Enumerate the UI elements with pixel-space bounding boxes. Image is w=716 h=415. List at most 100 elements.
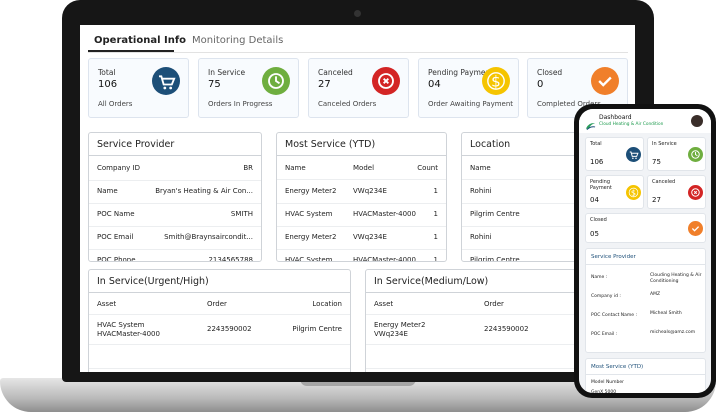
tab-underline xyxy=(88,50,174,52)
row-divider xyxy=(462,249,635,250)
status-icon xyxy=(688,221,703,236)
card-label: Pending Payment xyxy=(428,68,494,77)
status-icon xyxy=(591,67,619,95)
asset-name: HVAC System xyxy=(97,321,145,329)
asset-model: VWq234E xyxy=(374,330,408,338)
row-divider xyxy=(89,180,261,181)
icon-glyph xyxy=(691,188,700,197)
field-value: micheals@amz.com xyxy=(650,330,696,335)
row-divider xyxy=(89,344,350,345)
column-header: Asset xyxy=(97,300,117,308)
tab[interactable]: Operational Info xyxy=(94,35,187,46)
field-value: Bryan's Heating & Air Con... xyxy=(155,187,253,195)
icon-glyph xyxy=(598,76,612,87)
app-subtitle: Cloud Heating & Air Condition xyxy=(599,122,664,127)
panel: Service Provider Company ID BR Name Bryan's … xyxy=(88,132,262,262)
card-label: In Service xyxy=(652,141,677,147)
panel: Service Provider Name : Clouding Heating &… xyxy=(585,248,706,353)
status-card: Canceled 27 xyxy=(647,175,706,209)
field-label: Name xyxy=(97,187,118,195)
column-header: Model Number xyxy=(591,380,625,385)
field-value: BR xyxy=(243,164,253,172)
column-header: Model xyxy=(353,164,375,172)
panel-title: In Service(Medium/Low) xyxy=(374,276,489,287)
column-header: Order xyxy=(484,300,504,308)
row-divider xyxy=(89,368,350,369)
field-label: POC Name xyxy=(97,210,135,218)
field-value: Smith@Braynsaircondit... xyxy=(164,233,253,241)
panel-divider xyxy=(586,264,705,265)
card-value: 04 xyxy=(590,196,599,204)
panel-title: Most Service (YTD) xyxy=(285,139,376,150)
card-value: 106 xyxy=(590,158,604,166)
table-cell: Pilgrim Centre xyxy=(470,256,520,262)
panel-title: In Service(Urgent/High) xyxy=(97,276,209,287)
card-value: 75 xyxy=(652,158,661,166)
panel-divider xyxy=(89,155,261,156)
status-icon: $ xyxy=(482,67,510,95)
status-icon xyxy=(688,147,703,162)
card-label: Total xyxy=(590,141,602,147)
app-title: Dashboard xyxy=(599,114,632,121)
card-value: 05 xyxy=(590,230,599,238)
table-cell: Pilgrim Centre xyxy=(470,210,520,218)
card-label: In Service xyxy=(208,68,246,77)
table-cell: 2243590002 xyxy=(484,325,529,333)
column-header: Order xyxy=(207,300,227,308)
icon-glyph: $ xyxy=(628,187,639,197)
status-icon xyxy=(626,147,641,162)
card-value: 106 xyxy=(98,79,118,90)
status-card: Pending Payment 04 $ xyxy=(585,175,644,209)
card-value: 0 xyxy=(537,79,544,90)
table-cell: 2243590002 xyxy=(207,325,252,333)
card-label: Canceled xyxy=(652,179,676,185)
column-header: Name xyxy=(285,164,306,172)
field-label: Company ID xyxy=(97,164,140,172)
icon-glyph: $ xyxy=(487,72,505,90)
status-icon xyxy=(152,67,180,95)
status-card: Total 106 xyxy=(585,137,644,171)
field-label: Name : xyxy=(591,275,608,280)
field-value: Clouding Heating & Air Conditioning xyxy=(650,273,702,284)
status-icon: $ xyxy=(626,185,641,200)
panel-title: Location xyxy=(470,139,511,150)
card-caption: Canceled Orders xyxy=(318,100,377,108)
tab-divider xyxy=(88,52,628,53)
field-label: POC Email xyxy=(97,233,134,241)
panel: In Service(Urgent/High) Asset Order Locatio… xyxy=(88,269,351,372)
status-card: In Service 75 Orders In Progress xyxy=(198,58,299,118)
row-divider xyxy=(462,203,635,204)
camera xyxy=(354,10,361,17)
svg-text:$: $ xyxy=(491,72,501,90)
column-header: Name xyxy=(470,164,491,172)
table-cell: 1 xyxy=(433,233,438,241)
table-cell: HVAC System xyxy=(285,256,333,262)
card-value: 27 xyxy=(318,79,331,90)
row-divider xyxy=(462,226,635,227)
status-card: Total 106 All Orders xyxy=(88,58,189,118)
avatar[interactable] xyxy=(691,115,703,127)
panel-title: Most Service (YTD) xyxy=(591,364,644,370)
row-divider xyxy=(462,179,635,180)
row-divider xyxy=(277,226,446,227)
table-cell: Energy Meter2 xyxy=(285,187,337,195)
card-value: 75 xyxy=(208,79,221,90)
field-label: POC Contact Name : xyxy=(591,313,637,318)
card-value: 04 xyxy=(428,79,441,90)
card-caption: Order Awaiting Payment xyxy=(428,100,514,108)
panel-divider xyxy=(586,374,705,375)
row-divider xyxy=(89,249,261,250)
table-cell: HVACMaster-4000 xyxy=(353,210,416,218)
logo-glyph xyxy=(585,123,596,130)
phone-header xyxy=(579,109,711,133)
card-caption: Completed Orders xyxy=(537,100,601,108)
panel-divider xyxy=(277,155,446,156)
asset-model: HVACMaster-4000 xyxy=(97,330,160,338)
logo xyxy=(585,116,596,130)
table-cell: Pilgrim Centre xyxy=(292,325,342,333)
card-value: 27 xyxy=(652,196,661,204)
tab[interactable]: Monitoring Details xyxy=(192,35,284,46)
panel: Most Service (YTD) Model Number GenX 5000 xyxy=(585,358,706,393)
icon-glyph xyxy=(691,226,700,232)
